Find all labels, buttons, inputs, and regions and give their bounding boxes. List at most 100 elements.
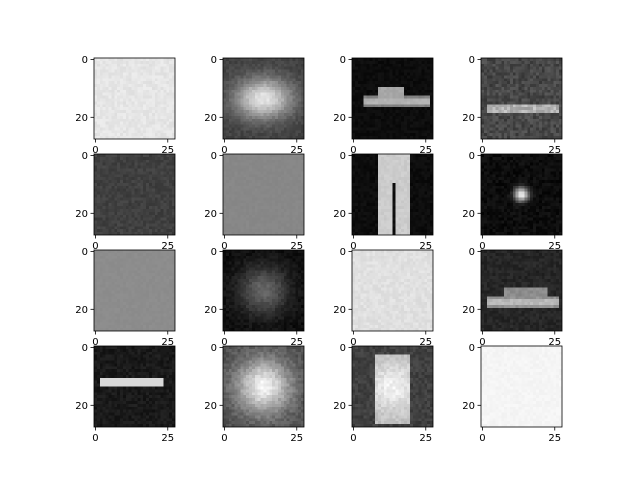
pixel [231, 217, 235, 221]
pixel [427, 92, 431, 96]
pixel [292, 110, 296, 114]
pixel [530, 110, 534, 114]
pixel [363, 63, 367, 67]
pixel [509, 133, 513, 137]
pixel [160, 112, 164, 116]
pixel [395, 60, 399, 64]
pixel [412, 159, 416, 163]
pixel [389, 66, 393, 70]
pixel [99, 226, 103, 230]
pixel [292, 136, 296, 140]
pixel [389, 156, 393, 160]
pixel [427, 104, 431, 108]
pixel [99, 84, 103, 87]
pixel [515, 110, 519, 114]
pixel [421, 165, 425, 169]
pixel [134, 127, 138, 131]
pixel [372, 98, 376, 102]
pixel [509, 60, 513, 64]
pixel [143, 121, 147, 125]
pixel [401, 121, 405, 125]
pixel [169, 95, 173, 99]
pixel [375, 110, 379, 114]
pixel [237, 162, 241, 166]
pixel [249, 86, 252, 90]
pixel [424, 127, 428, 131]
pixel [498, 118, 502, 122]
pixel [246, 200, 250, 204]
pixel [301, 208, 305, 212]
pixel [538, 112, 542, 116]
pixel [389, 136, 393, 140]
pixel [498, 95, 502, 99]
pixel [418, 174, 422, 178]
pixel [120, 191, 123, 195]
pixel [275, 206, 279, 210]
pixel [550, 112, 554, 116]
pixel [251, 162, 255, 166]
pixel [99, 107, 103, 111]
pixel [501, 75, 505, 79]
pixel [550, 72, 554, 76]
pixel [251, 121, 255, 125]
pixel [527, 115, 531, 119]
pixel [140, 223, 144, 227]
pixel [148, 197, 152, 201]
pixel [292, 98, 296, 102]
pixel [131, 211, 135, 215]
pixel [559, 63, 563, 67]
pixel [146, 112, 150, 116]
pixel [275, 104, 279, 108]
pixel [556, 101, 560, 105]
pixel [125, 110, 129, 114]
pixel [424, 78, 428, 82]
pixel [228, 110, 232, 114]
pixel [286, 171, 290, 175]
pixel [289, 133, 293, 137]
pixel [151, 60, 155, 64]
pixel [172, 188, 176, 192]
pixel [266, 171, 270, 175]
pixel [415, 92, 419, 96]
pixel [223, 112, 226, 116]
pixel [122, 78, 126, 82]
pixel [550, 75, 554, 79]
pixel [94, 165, 97, 169]
pixel [237, 232, 241, 236]
pixel [283, 194, 287, 198]
pixel [137, 156, 141, 160]
pixel [378, 133, 381, 137]
pixel [504, 69, 508, 73]
pixel [96, 185, 100, 189]
pixel [111, 223, 115, 227]
pixel [418, 162, 422, 166]
pixel [243, 200, 247, 204]
pixel [172, 81, 176, 85]
pixel [131, 84, 135, 87]
pixel [378, 104, 381, 108]
pixel [352, 156, 355, 160]
pixel [117, 200, 121, 204]
pixel [137, 86, 141, 90]
pixel [406, 75, 410, 79]
pixel [143, 168, 147, 172]
pixel [286, 112, 290, 116]
pixel [257, 194, 261, 198]
pixel [559, 95, 563, 99]
pixel [120, 159, 123, 163]
pixel [507, 95, 510, 99]
pixel [169, 136, 173, 140]
pixel [120, 154, 123, 157]
pixel [223, 130, 226, 134]
pixel [102, 180, 106, 183]
pixel [550, 89, 554, 93]
pixel [524, 133, 528, 137]
pixel [154, 118, 158, 122]
pixel [275, 95, 279, 99]
pixel [249, 197, 252, 201]
pixel [254, 60, 258, 64]
pixel [550, 136, 554, 140]
pixel [507, 112, 510, 116]
pixel [360, 63, 364, 67]
